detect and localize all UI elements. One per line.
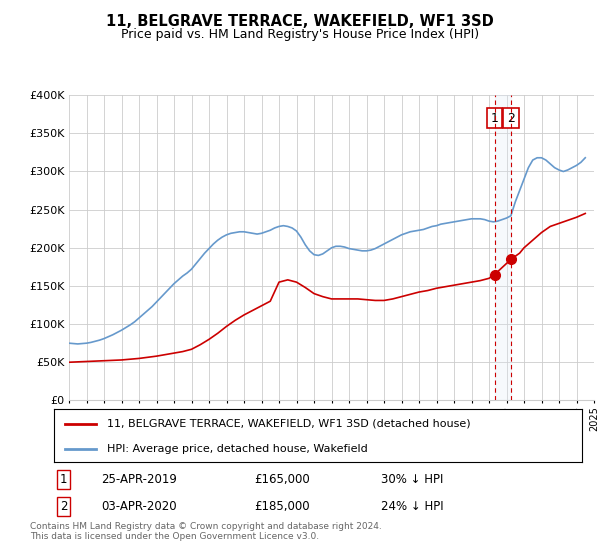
Text: 1: 1 <box>60 473 67 486</box>
Text: 1: 1 <box>491 111 499 124</box>
Text: 24% ↓ HPI: 24% ↓ HPI <box>382 500 444 513</box>
Text: 11, BELGRAVE TERRACE, WAKEFIELD, WF1 3SD: 11, BELGRAVE TERRACE, WAKEFIELD, WF1 3SD <box>106 14 494 29</box>
Text: 30% ↓ HPI: 30% ↓ HPI <box>382 473 444 486</box>
Text: 03-APR-2020: 03-APR-2020 <box>101 500 177 513</box>
Text: 2: 2 <box>60 500 67 513</box>
Text: Price paid vs. HM Land Registry's House Price Index (HPI): Price paid vs. HM Land Registry's House … <box>121 28 479 41</box>
Text: HPI: Average price, detached house, Wakefield: HPI: Average price, detached house, Wake… <box>107 444 368 454</box>
Text: Contains HM Land Registry data © Crown copyright and database right 2024.
This d: Contains HM Land Registry data © Crown c… <box>30 522 382 542</box>
Text: 2: 2 <box>507 111 515 124</box>
Text: 11, BELGRAVE TERRACE, WAKEFIELD, WF1 3SD (detached house): 11, BELGRAVE TERRACE, WAKEFIELD, WF1 3SD… <box>107 419 470 429</box>
Text: £185,000: £185,000 <box>254 500 310 513</box>
Bar <box>494 95 511 400</box>
Text: 25-APR-2019: 25-APR-2019 <box>101 473 178 486</box>
Text: £165,000: £165,000 <box>254 473 310 486</box>
